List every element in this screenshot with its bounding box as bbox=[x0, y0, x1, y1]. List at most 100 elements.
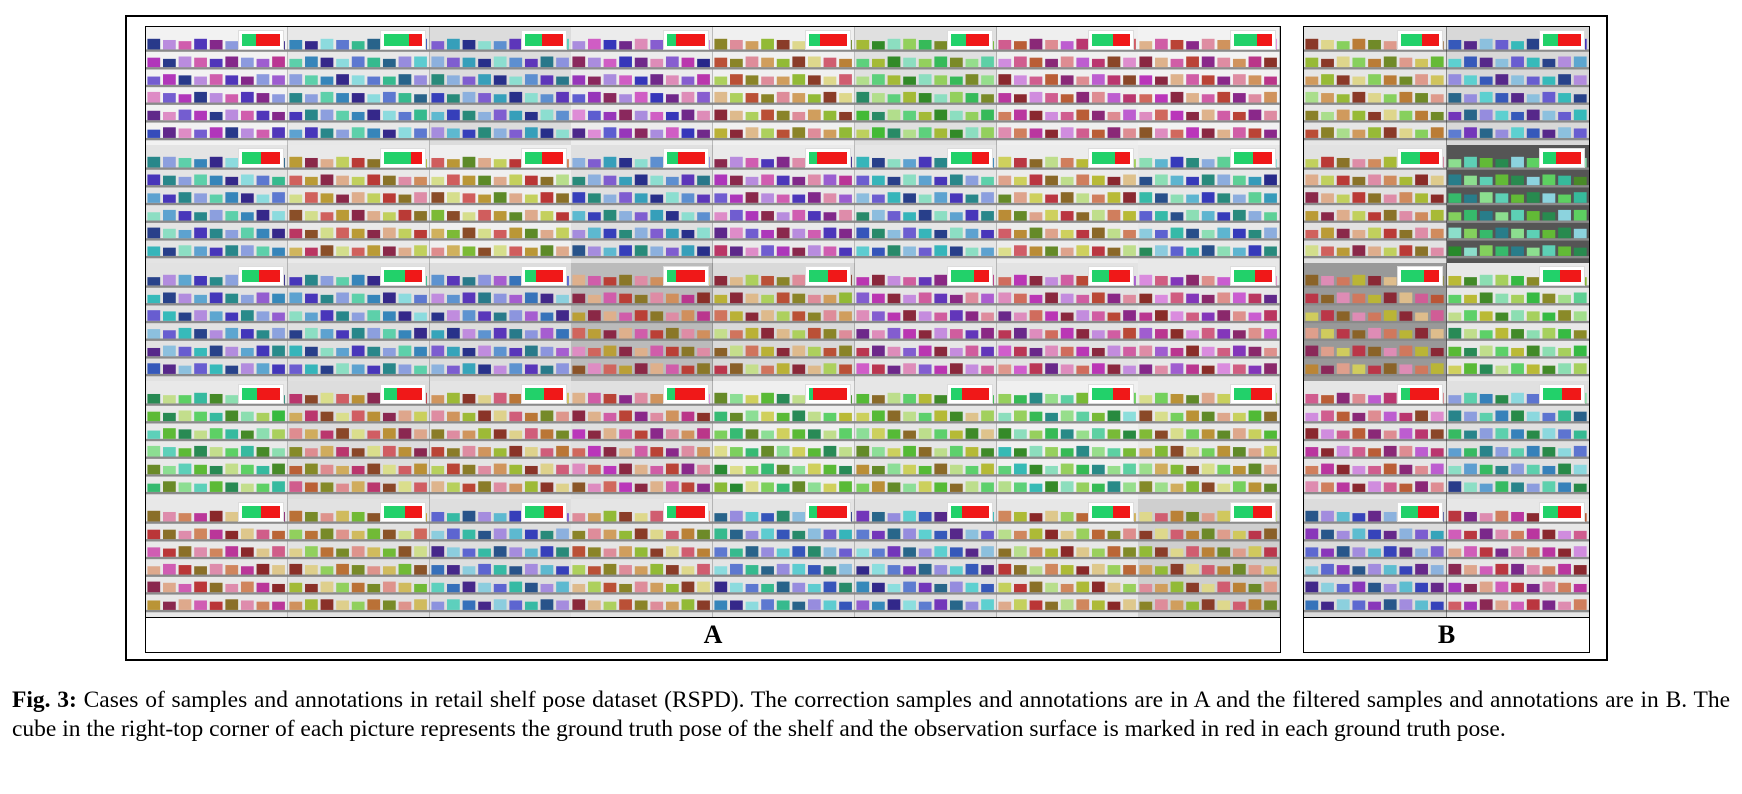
pose-cube-icon bbox=[946, 148, 993, 168]
pose-cube-icon bbox=[1088, 148, 1135, 168]
pose-cube-icon bbox=[1396, 148, 1443, 168]
panel-a-shelf-photo bbox=[713, 145, 855, 263]
pose-cube-icon bbox=[663, 148, 709, 168]
panel-b-shelf-photo bbox=[1446, 263, 1589, 381]
panel-a-shelf-photo bbox=[429, 499, 572, 617]
panel-a-shelf-photo bbox=[996, 499, 1139, 617]
panel-a-shelf-photo bbox=[146, 263, 288, 381]
pose-cube-icon bbox=[237, 30, 284, 50]
pose-cube-icon bbox=[379, 384, 426, 404]
pose-cube-icon bbox=[804, 266, 851, 286]
caption-text: Cases of samples and annotations in reta… bbox=[12, 687, 1730, 742]
panel-b-image-grid bbox=[1303, 26, 1590, 618]
panel-b-shelf-photo bbox=[1446, 499, 1589, 617]
pose-cube-icon bbox=[521, 148, 568, 168]
pose-cube-icon bbox=[379, 30, 426, 50]
panel-a-shelf-photo bbox=[146, 381, 288, 499]
panel-a-shelf-photo bbox=[996, 381, 1139, 499]
pose-cube-icon bbox=[1230, 502, 1276, 522]
pose-cube-icon bbox=[1088, 502, 1135, 522]
panel-b-shelf-photo bbox=[1304, 263, 1447, 381]
panel-a-shelf-photo bbox=[854, 499, 997, 617]
panel-a-shelf-photo bbox=[713, 499, 855, 617]
panel-a-shelf-photo bbox=[287, 381, 430, 499]
pose-cube-icon bbox=[663, 502, 709, 522]
pose-cube-icon bbox=[1539, 30, 1585, 50]
pose-cube-icon bbox=[379, 148, 426, 168]
panel-a-shelf-photo bbox=[996, 263, 1139, 381]
pose-cube-icon bbox=[946, 384, 993, 404]
panel-a-shelf-photo bbox=[287, 27, 430, 145]
panel-a-shelf-photo bbox=[429, 381, 572, 499]
panel-a-shelf-photo bbox=[854, 145, 997, 263]
pose-cube-icon bbox=[1088, 384, 1135, 404]
figure-caption: Fig. 3: Cases of samples and annotations… bbox=[12, 686, 1730, 744]
panel-b-shelf-photo bbox=[1446, 27, 1589, 145]
panel-b-shelf-photo bbox=[1304, 145, 1447, 263]
pose-cube-icon bbox=[521, 266, 568, 286]
panel-a-shelf-photo bbox=[287, 263, 430, 381]
panel-a-shelf-photo bbox=[287, 499, 430, 617]
pose-cube-icon bbox=[1396, 384, 1443, 404]
panel-b-shelf-photo bbox=[1446, 145, 1589, 263]
panel-a-shelf-photo bbox=[429, 145, 572, 263]
pose-cube-icon bbox=[946, 266, 993, 286]
panel-a-shelf-photo bbox=[287, 145, 430, 263]
panel-b-shelf-photo bbox=[1446, 381, 1589, 499]
panel-b-shelf-photo bbox=[1304, 27, 1447, 145]
pose-cube-icon bbox=[237, 266, 284, 286]
panel-a-shelf-photo bbox=[571, 27, 713, 145]
pose-cube-icon bbox=[1539, 384, 1585, 404]
pose-cube-icon bbox=[1088, 266, 1135, 286]
pose-cube-icon bbox=[1539, 148, 1585, 168]
pose-cube-icon bbox=[946, 30, 993, 50]
panel-a-shelf-photo bbox=[1138, 145, 1280, 263]
pose-cube-icon bbox=[1396, 30, 1443, 50]
pose-cube-icon bbox=[1396, 266, 1443, 286]
pose-cube-icon bbox=[237, 148, 284, 168]
pose-cube-icon bbox=[521, 384, 568, 404]
pose-cube-icon bbox=[521, 30, 568, 50]
panel-a-shelf-photo bbox=[1138, 381, 1280, 499]
pose-cube-icon bbox=[663, 30, 709, 50]
pose-cube-icon bbox=[379, 266, 426, 286]
panel-a-shelf-photo bbox=[713, 263, 855, 381]
pose-cube-icon bbox=[1539, 502, 1585, 522]
panel-b: B bbox=[1303, 26, 1590, 653]
panel-a-label: A bbox=[145, 618, 1281, 653]
panel-a-shelf-photo bbox=[146, 499, 288, 617]
pose-cube-icon bbox=[804, 502, 851, 522]
panel-b-label: B bbox=[1303, 618, 1590, 653]
pose-cube-icon bbox=[804, 30, 851, 50]
pose-cube-icon bbox=[1230, 30, 1276, 50]
panel-a-image-grid bbox=[145, 26, 1281, 618]
panel-a-shelf-photo bbox=[713, 27, 855, 145]
panel-b-shelf-photo bbox=[1304, 381, 1447, 499]
pose-cube-icon bbox=[946, 502, 993, 522]
panel-a-shelf-photo bbox=[571, 145, 713, 263]
pose-cube-icon bbox=[237, 502, 284, 522]
panel-a-shelf-photo bbox=[996, 27, 1139, 145]
pose-cube-icon bbox=[804, 384, 851, 404]
pose-cube-icon bbox=[1230, 148, 1276, 168]
panel-a-shelf-photo bbox=[854, 263, 997, 381]
pose-cube-icon bbox=[521, 502, 568, 522]
panel-a-shelf-photo bbox=[1138, 499, 1280, 617]
panel-a-shelf-photo bbox=[1138, 27, 1280, 145]
panel-a-shelf-photo bbox=[571, 499, 713, 617]
panel-a-shelf-photo bbox=[713, 381, 855, 499]
panel-b-shelf-photo bbox=[1304, 499, 1447, 617]
panel-a-shelf-photo bbox=[1138, 263, 1280, 381]
panel-a-shelf-photo bbox=[146, 27, 288, 145]
caption-lead: Fig. 3: bbox=[12, 687, 77, 713]
panel-a-shelf-photo bbox=[996, 145, 1139, 263]
pose-cube-icon bbox=[663, 384, 709, 404]
pose-cube-icon bbox=[804, 148, 851, 168]
panel-a-shelf-photo bbox=[854, 27, 997, 145]
panel-a-shelf-photo bbox=[571, 263, 713, 381]
pose-cube-icon bbox=[1539, 266, 1585, 286]
pose-cube-icon bbox=[663, 266, 709, 286]
panel-a-shelf-photo bbox=[429, 27, 572, 145]
pose-cube-icon bbox=[1230, 266, 1276, 286]
pose-cube-icon bbox=[1088, 30, 1135, 50]
